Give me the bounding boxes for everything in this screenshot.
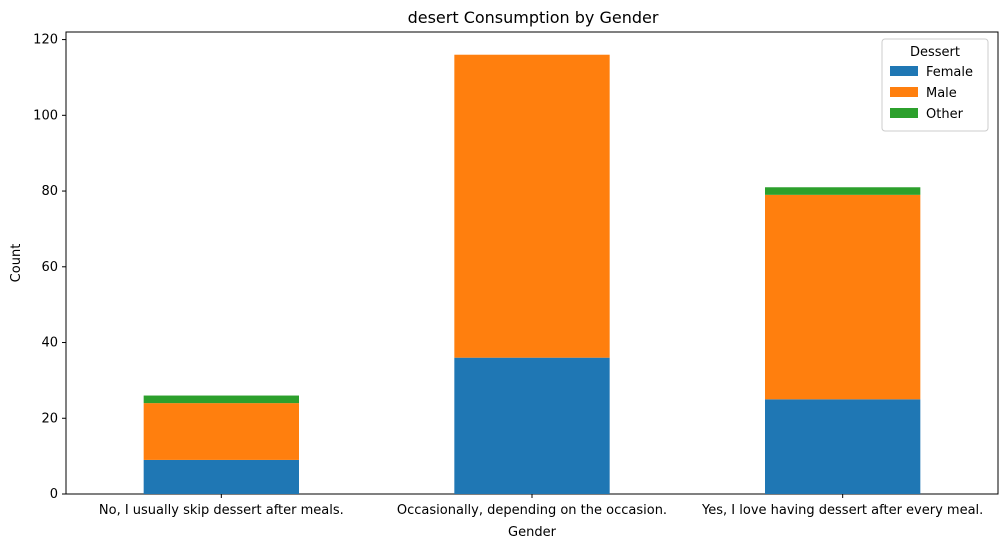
legend-title: Dessert bbox=[910, 45, 960, 60]
bar-segment-female bbox=[765, 399, 921, 494]
y-tick-label: 100 bbox=[33, 108, 58, 123]
y-tick-label: 60 bbox=[41, 260, 58, 275]
y-tick-label: 120 bbox=[33, 33, 58, 48]
legend-label-other: Other bbox=[926, 107, 964, 122]
y-axis: 0 20 40 60 80 100 120 bbox=[33, 33, 66, 502]
legend-label-female: Female bbox=[926, 65, 973, 80]
x-tick-label: Yes, I love having dessert after every m… bbox=[701, 503, 983, 518]
y-tick-label: 80 bbox=[41, 184, 58, 199]
bar-segment-other bbox=[143, 395, 299, 404]
bar-segment-female bbox=[454, 357, 610, 494]
bars bbox=[143, 54, 921, 494]
y-axis-label: Count bbox=[9, 244, 24, 283]
chart-title: desert Consumption by Gender bbox=[408, 8, 659, 27]
legend: Dessert Female Male Other bbox=[881, 38, 989, 132]
legend-swatch-other bbox=[890, 108, 918, 118]
y-tick-label: 40 bbox=[41, 336, 58, 351]
bar-segment-female bbox=[143, 459, 299, 494]
bar-segment-male bbox=[454, 54, 610, 358]
x-tick-label: No, I usually skip dessert after meals. bbox=[99, 503, 344, 518]
legend-label-male: Male bbox=[926, 86, 957, 101]
y-tick-label: 0 bbox=[50, 487, 58, 502]
x-axis: No, I usually skip dessert after meals. O… bbox=[99, 494, 983, 518]
bar-segment-male bbox=[143, 403, 299, 460]
x-axis-label: Gender bbox=[508, 525, 557, 540]
bar-segment-other bbox=[765, 187, 921, 195]
legend-swatch-female bbox=[890, 66, 918, 76]
legend-swatch-male bbox=[890, 87, 918, 97]
x-tick-label: Occasionally, depending on the occasion. bbox=[397, 503, 667, 518]
y-tick-label: 20 bbox=[41, 411, 58, 426]
bar-segment-male bbox=[765, 194, 921, 400]
